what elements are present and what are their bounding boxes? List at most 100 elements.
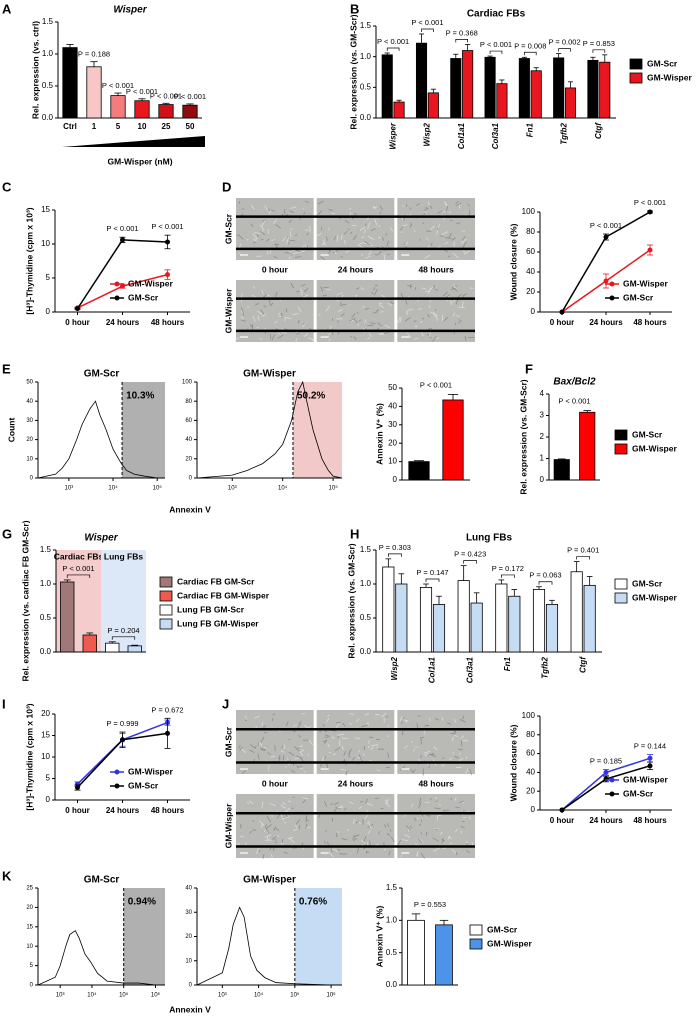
x-tick-label: 10⁴ [108, 485, 118, 492]
cell-texture [274, 841, 278, 844]
annotation: P = 0.172 [492, 564, 524, 573]
cell-texture [417, 308, 422, 310]
cell-texture [451, 238, 455, 241]
y-tick-label: 100 [522, 207, 536, 216]
cell-texture [261, 289, 264, 295]
bracket [387, 553, 402, 557]
histogram-curve [196, 906, 332, 986]
bar [82, 634, 97, 653]
legend-label: GM-Wisper [128, 278, 173, 288]
cell-texture [416, 723, 419, 729]
cell-texture [273, 256, 278, 258]
cell-texture [273, 826, 276, 831]
bracket [592, 49, 606, 53]
cell-texture [352, 837, 358, 842]
bar [381, 54, 393, 119]
cell-texture [325, 734, 330, 737]
cell-texture [384, 324, 391, 329]
cell-texture [379, 205, 384, 211]
cell-texture [365, 850, 370, 853]
cell-texture [462, 715, 465, 720]
annotation: P < 0.001 [102, 81, 134, 90]
annotation: P < 0.001 [420, 380, 452, 389]
cell-texture [441, 764, 445, 767]
bracket [425, 578, 440, 582]
cell-texture [349, 713, 354, 715]
cell-texture [405, 309, 410, 313]
legend-swatch [159, 576, 173, 588]
annotation: P = 0.008 [514, 41, 546, 50]
y-tick-label: 0.0 [40, 647, 52, 656]
y-tick-label: 2 [540, 432, 545, 441]
cell-texture [326, 289, 332, 291]
cell-texture [283, 821, 286, 824]
x-tick-label: 48 hours [633, 816, 667, 825]
bar [134, 100, 150, 119]
cell-texture [463, 250, 470, 255]
cell-texture [317, 210, 323, 215]
cell-texture [290, 206, 297, 209]
cell-texture [397, 316, 401, 324]
bar [415, 42, 428, 119]
bar [470, 602, 483, 653]
cell-texture [277, 834, 280, 838]
cell-texture [439, 235, 444, 237]
cell-texture [430, 311, 435, 315]
cell-texture [326, 717, 330, 723]
bracket [111, 636, 136, 640]
annotation: P < 0.001 [174, 92, 206, 101]
y-tick-label: 10 [26, 456, 33, 462]
cell-texture [370, 292, 374, 295]
cell-texture [353, 235, 357, 241]
legend-swatch [609, 281, 615, 287]
cell-texture [355, 820, 360, 824]
panel-letter: G [2, 526, 12, 541]
cell-texture [277, 332, 281, 335]
cell-texture [337, 806, 344, 809]
cell-texture [265, 827, 270, 835]
cell-texture [334, 236, 336, 241]
y-tick-label: 0 [393, 475, 398, 484]
annotation: P = 0.002 [548, 38, 580, 47]
cell-texture [282, 236, 287, 242]
cell-texture [409, 769, 414, 773]
histogram-curve [196, 380, 343, 479]
cell-texture [275, 291, 278, 297]
annotation: P < 0.001 [590, 221, 622, 230]
legend-label: GM-Scr [128, 780, 159, 790]
legend-label: GM-Scr [647, 58, 678, 68]
cell-texture [288, 219, 292, 224]
cell-texture [318, 814, 321, 818]
point [647, 763, 653, 769]
cell-texture [412, 768, 416, 774]
cell-texture [292, 828, 298, 832]
cell-texture [343, 751, 347, 757]
cell-texture [424, 754, 427, 757]
cell-texture [350, 319, 355, 322]
micrograph [316, 198, 395, 260]
cell-texture [343, 807, 347, 811]
cell-texture [467, 336, 475, 339]
cell-texture [331, 212, 335, 215]
cell-texture [275, 828, 280, 831]
cell-texture [260, 736, 265, 743]
cell-texture [261, 220, 266, 227]
cell-texture [401, 224, 408, 227]
x-tick-label: 10 [138, 122, 147, 131]
bar [105, 642, 120, 653]
y-tick-label: 10 [41, 752, 50, 761]
cell-texture [335, 832, 338, 838]
gate [123, 888, 165, 985]
cell-texture [280, 804, 284, 808]
cell-texture [325, 236, 328, 241]
legend-swatch [614, 578, 628, 590]
panel-letter: I [2, 696, 6, 711]
cell-texture [259, 747, 266, 751]
cell-texture [441, 838, 446, 842]
bar [599, 61, 611, 119]
bar [419, 587, 433, 653]
cell-texture [341, 746, 344, 750]
legend-label: GM-Scr [623, 292, 654, 302]
bracket [558, 48, 571, 52]
